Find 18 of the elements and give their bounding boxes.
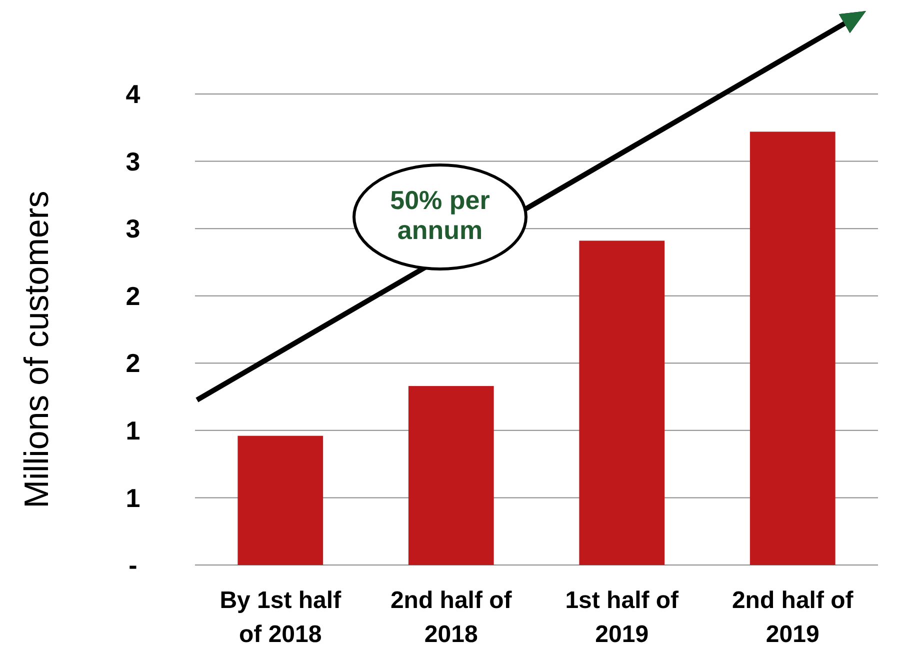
bar (579, 240, 665, 565)
y-tick-label: 3 (126, 146, 140, 176)
annotation: 50% per annum (390, 185, 490, 245)
bar (238, 436, 324, 565)
bar (408, 386, 494, 565)
y-tick-label: 1 (126, 482, 140, 513)
x-tick-label: 2nd half of 2018 (390, 587, 513, 648)
y-tick-label: 2 (126, 280, 140, 311)
y-tick-label: - (128, 550, 138, 580)
y-tick-label: 1 (126, 416, 140, 446)
x-tick-label: By 1st half of 2018 (220, 587, 342, 648)
y-tick-label: 3 (126, 214, 140, 244)
y-tick-label: 2 (126, 348, 140, 378)
x-tick-label: 2nd half of 2019 (732, 587, 854, 648)
y-axis-title: Millions of customers (18, 190, 56, 508)
x-tick-label: 1st half of 2019 (565, 587, 680, 648)
bar (750, 132, 836, 565)
y-tick-label: 4 (126, 79, 141, 110)
